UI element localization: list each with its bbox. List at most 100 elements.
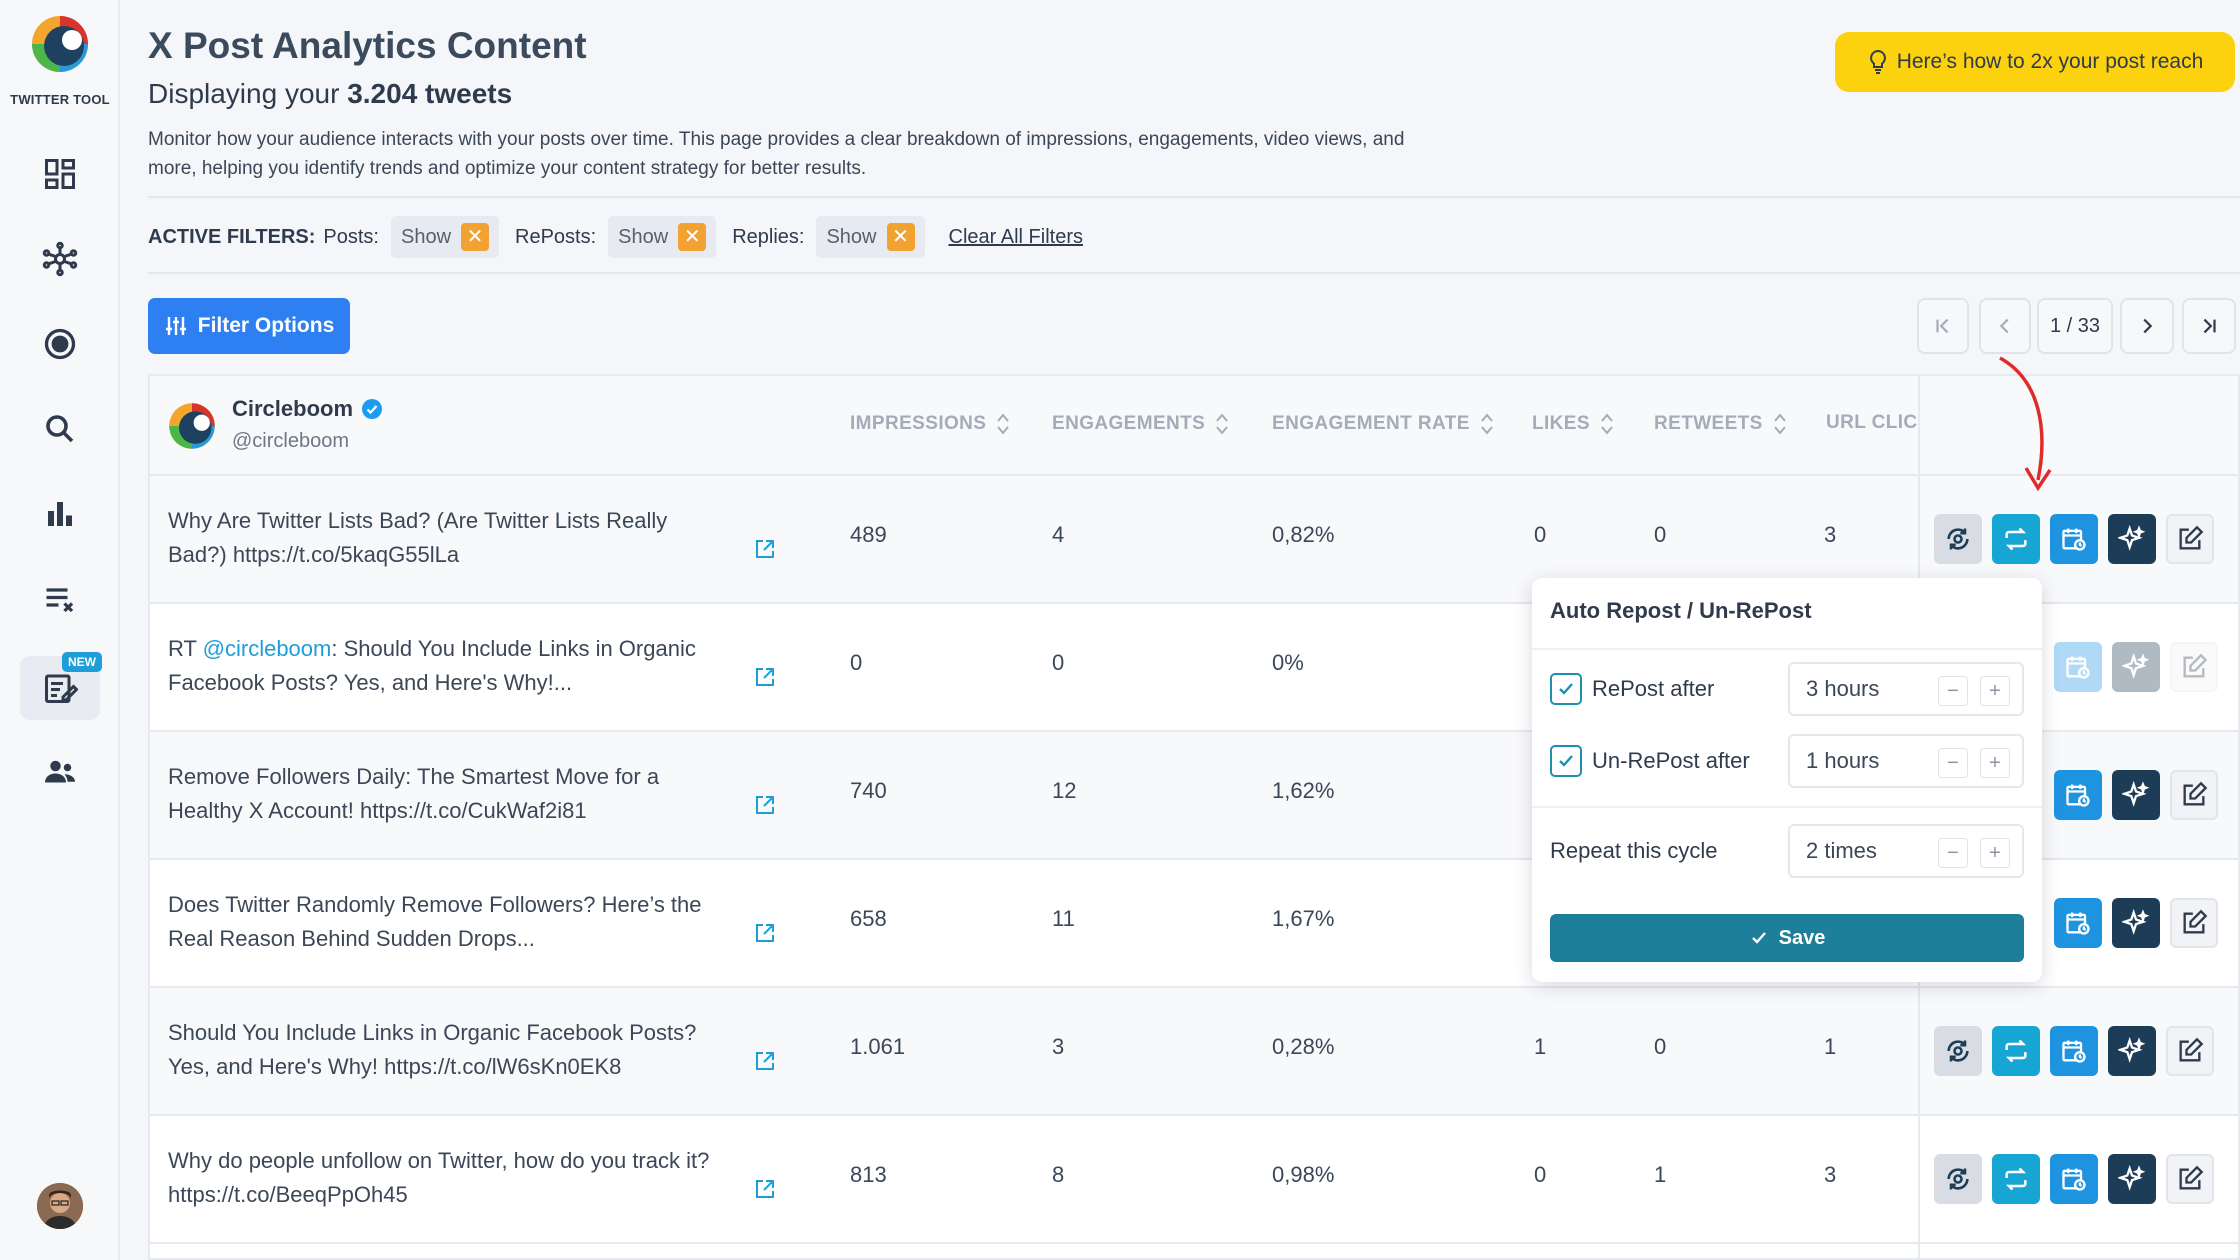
- edit-button[interactable]: [2166, 514, 2214, 564]
- ai-button[interactable]: [2108, 1154, 2156, 1204]
- lightbulb-icon: [1869, 49, 1886, 74]
- schedule-button[interactable]: [2050, 1154, 2098, 1204]
- ai-button[interactable]: [2108, 1026, 2156, 1076]
- sidebar-item-clear-list[interactable]: [20, 567, 100, 631]
- engagements-cell: 3: [1052, 1034, 1065, 1059]
- increment-button[interactable]: +: [1980, 748, 2010, 778]
- edit-button[interactable]: [2166, 1154, 2214, 1204]
- ai-button[interactable]: [2112, 770, 2160, 820]
- column-header-retweets[interactable]: RETWEETS: [1654, 412, 1787, 436]
- row-actions: [2054, 898, 2218, 948]
- filter-options-label: Filter Options: [197, 314, 335, 337]
- logo-text: TWITTER TOOL: [10, 92, 110, 107]
- repost-after-stepper[interactable]: 3 hours − +: [1788, 662, 2024, 716]
- decrement-button[interactable]: −: [1938, 748, 1968, 778]
- circleboom-logo[interactable]: [28, 12, 92, 76]
- sparkle-icon: [2122, 781, 2150, 807]
- ai-button[interactable]: [2112, 642, 2160, 692]
- increment-button[interactable]: +: [1980, 676, 2010, 706]
- filter-chip-replies: Show ✕: [816, 216, 925, 258]
- column-header-impressions[interactable]: IMPRESSIONS: [850, 412, 1010, 436]
- unrepost-after-checkbox[interactable]: [1550, 745, 1582, 777]
- row-actions: [2054, 770, 2218, 820]
- sidebar-item-post-editor[interactable]: NEW: [20, 652, 102, 720]
- sort-icon: [1773, 413, 1786, 435]
- schedule-button[interactable]: [2054, 642, 2102, 692]
- list-clear-icon: [46, 588, 74, 613]
- ai-button[interactable]: [2112, 898, 2160, 948]
- external-link-icon[interactable]: [754, 1050, 776, 1072]
- external-link-icon[interactable]: [754, 794, 776, 816]
- external-link-icon[interactable]: [754, 922, 776, 944]
- first-page-button[interactable]: [1917, 298, 1969, 354]
- page-title: X Post Analytics Content: [148, 25, 587, 66]
- edit-button[interactable]: [2170, 898, 2218, 948]
- repost-button[interactable]: [1992, 1154, 2040, 1204]
- auto-repost-button[interactable]: [1934, 514, 1982, 564]
- sort-icon: [997, 413, 1010, 435]
- edit-icon: [2183, 653, 2208, 678]
- schedule-button[interactable]: [2050, 514, 2098, 564]
- remove-filter-icon[interactable]: ✕: [678, 223, 707, 251]
- post-reach-label: Here’s how to 2x your post reach: [1896, 50, 2204, 73]
- external-link-icon[interactable]: [754, 1178, 776, 1200]
- column-label: IMPRESSIONS: [850, 413, 987, 434]
- repost-button[interactable]: [1992, 514, 2040, 564]
- decrement-button[interactable]: −: [1938, 676, 1968, 706]
- edit-button[interactable]: [2170, 770, 2218, 820]
- repost-after-value: 3 hours: [1806, 676, 1880, 701]
- remove-filter-icon[interactable]: ✕: [886, 223, 915, 251]
- repost-button[interactable]: [1992, 1026, 2040, 1076]
- mention-link[interactable]: @circleboom: [202, 636, 332, 661]
- filter-options-button[interactable]: Filter Options: [148, 298, 350, 354]
- sidebar-item-target[interactable]: [20, 312, 100, 376]
- sidebar-item-users[interactable]: [20, 740, 100, 804]
- likes-cell: 0: [1534, 522, 1547, 547]
- auto-repost-button[interactable]: [1934, 1154, 1982, 1204]
- column-header-engagement-rate[interactable]: ENGAGEMENT RATE: [1272, 412, 1494, 436]
- sidebar-item-dashboard[interactable]: [20, 142, 100, 206]
- column-label: ENGAGEMENT RATE: [1272, 413, 1470, 434]
- edit-button[interactable]: [2170, 642, 2218, 692]
- sidebar-item-search[interactable]: [20, 397, 100, 461]
- external-link-icon[interactable]: [754, 538, 776, 560]
- column-header-engagements[interactable]: ENGAGEMENTS: [1052, 412, 1229, 436]
- sidebar-item-analytics[interactable]: [20, 482, 100, 546]
- ai-button[interactable]: [2108, 514, 2156, 564]
- popover-divider: [1532, 806, 2042, 808]
- dashboard-icon: [45, 159, 75, 189]
- schedule-button[interactable]: [2054, 770, 2102, 820]
- url-clicks-cell: 3: [1824, 1162, 1837, 1187]
- likes-cell: 1: [1534, 1034, 1547, 1059]
- auto-repost-popover: Auto Repost / Un-RePost RePost after 3 h…: [1532, 578, 2042, 982]
- column-header-url-clicks[interactable]: URL CLICI: [1826, 412, 1918, 434]
- clear-all-filters-link[interactable]: Clear All Filters: [948, 225, 1083, 248]
- post-text: Remove Followers Daily: The Smartest Mov…: [168, 764, 660, 823]
- repeat-cycle-stepper[interactable]: 2 times − +: [1788, 824, 2024, 878]
- edit-button[interactable]: [2166, 1026, 2214, 1076]
- increment-button[interactable]: +: [1980, 838, 2010, 868]
- next-page-button[interactable]: [2120, 298, 2174, 354]
- refresh-cycle-icon: [1947, 528, 1969, 550]
- user-avatar[interactable]: [37, 1183, 83, 1229]
- active-filters: ACTIVE FILTERS: Posts: Show ✕ RePosts: S…: [148, 216, 1083, 258]
- edit-icon: [2183, 909, 2208, 934]
- unrepost-after-stepper[interactable]: 1 hours − +: [1788, 734, 2024, 788]
- repost-icon: [2005, 1039, 2027, 1063]
- post-reach-button[interactable]: Here’s how to 2x your post reach: [1835, 32, 2235, 92]
- external-link-icon[interactable]: [754, 666, 776, 688]
- save-button[interactable]: Save: [1550, 914, 2024, 962]
- repost-after-checkbox[interactable]: [1550, 673, 1582, 705]
- schedule-button[interactable]: [2054, 898, 2102, 948]
- column-header-likes[interactable]: LIKES: [1532, 412, 1614, 436]
- impressions-cell: 658: [850, 906, 887, 931]
- schedule-button[interactable]: [2050, 1026, 2098, 1076]
- remove-filter-icon[interactable]: ✕: [461, 223, 490, 251]
- retweets-cell: 0: [1654, 1034, 1667, 1059]
- prev-page-button[interactable]: [1979, 298, 2031, 354]
- decrement-button[interactable]: −: [1938, 838, 1968, 868]
- sidebar-item-network[interactable]: [20, 227, 100, 291]
- last-page-button[interactable]: [2182, 298, 2236, 354]
- auto-repost-button[interactable]: [1934, 1026, 1982, 1076]
- filters-divider: [148, 272, 2240, 274]
